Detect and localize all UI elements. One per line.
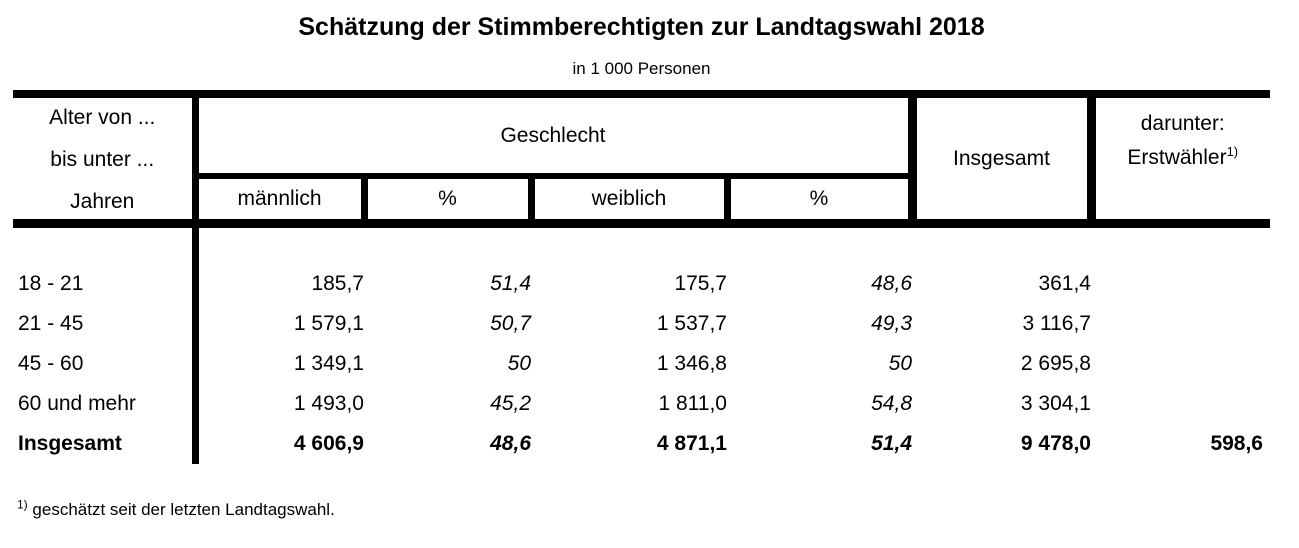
header-row-group: Alter von ... bis unter ... Jahren Gesch… <box>13 94 1270 228</box>
footnote-marker: 1) <box>1226 143 1239 159</box>
age-cell: Insgesamt <box>13 423 199 464</box>
erstwaehler-cell: 598,6 <box>1210 431 1263 455</box>
voters-estimate-table: Alter von ... bis unter ... Jahren Gesch… <box>13 90 1270 464</box>
male-pct-cell: 50 <box>507 351 531 375</box>
header-age-line3: Jahren <box>70 190 135 213</box>
header-erstwaehler-label: Erstwähler <box>1127 145 1227 169</box>
female-cell: 4 871,1 <box>656 431 727 455</box>
page-subtitle: in 1 000 Personen <box>572 59 711 78</box>
footnote-sup: 1) <box>17 497 28 512</box>
header-age-line1: Alter von ... <box>49 106 156 129</box>
header-row-sub: männlich % weiblich % <box>13 176 1270 229</box>
header-age-line2: bis unter ... <box>50 148 155 171</box>
total-cell: 3 116,7 <box>1022 311 1091 335</box>
female-pct-cell: 48,6 <box>871 271 912 295</box>
erstwaehler-cell <box>1091 264 1270 304</box>
female-pct-cell: 54,8 <box>871 391 912 415</box>
table-header: Alter von ... bis unter ... Jahren Gesch… <box>13 94 1270 229</box>
male-pct-cell: 50,7 <box>490 311 531 335</box>
male-cell: 1 579,1 <box>293 311 364 335</box>
header-maennlich: männlich <box>195 176 368 229</box>
erstwaehler-cell <box>1091 384 1270 424</box>
header-geschlecht-group: Geschlecht <box>195 94 917 180</box>
erstwaehler-cell <box>1091 344 1270 384</box>
table-body: 18 - 21 185,7 51,4 175,7 48,6 361,4 21 -… <box>13 223 1270 464</box>
header-weiblich: weiblich <box>531 176 731 229</box>
female-pct-cell: 50 <box>888 351 912 375</box>
female-pct-cell: 49,3 <box>871 311 912 335</box>
footnote: 1) geschätzt seit der letzten Landtagswa… <box>17 497 335 520</box>
header-insgesamt: Insgesamt <box>907 94 1096 228</box>
female-cell: 175,7 <box>674 271 727 295</box>
table-row: 18 - 21 185,7 51,4 175,7 48,6 361,4 <box>13 263 1270 304</box>
total-cell: 2 695,8 <box>1020 351 1091 375</box>
male-pct-cell: 48,6 <box>490 431 531 455</box>
header-age-column: Alter von ... bis unter ... Jahren <box>13 94 199 228</box>
table-row: 60 und mehr 1 493,0 45,2 1 811,0 54,8 3 … <box>13 383 1270 424</box>
age-cell: 45 - 60 <box>13 343 199 384</box>
total-row: Insgesamt 4 606,9 48,6 4 871,1 51,4 9 47… <box>13 423 1270 464</box>
female-cell: 1 537,7 <box>656 311 727 335</box>
age-cell: 21 - 45 <box>13 303 199 344</box>
male-cell: 1 349,1 <box>293 351 364 375</box>
female-cell: 1 346,8 <box>656 351 727 375</box>
male-cell: 1 493,0 <box>293 391 364 415</box>
header-maennlich-percent: % <box>364 176 535 229</box>
age-cell: 60 und mehr <box>13 383 199 424</box>
spacer-row <box>13 223 1270 264</box>
table-row: 21 - 45 1 579,1 50,7 1 537,7 49,3 3 116,… <box>13 303 1270 344</box>
male-pct-cell: 51,4 <box>490 271 531 295</box>
total-cell: 9 478,0 <box>1020 431 1091 455</box>
total-cell: 361,4 <box>1038 271 1091 295</box>
header-weiblich-percent: % <box>727 176 912 229</box>
footnote-text: geschätzt seit der letzten Landtagswahl. <box>32 500 335 519</box>
spacer-cell <box>13 223 199 264</box>
erstwaehler-cell <box>1091 304 1270 344</box>
page-title: Schätzung der Stimmberechtigten zur Land… <box>298 13 985 41</box>
header-darunter-label: darunter: <box>1140 112 1225 135</box>
male-pct-cell: 45,2 <box>490 391 531 415</box>
male-cell: 185,7 <box>311 271 364 295</box>
table-row: 45 - 60 1 349,1 50 1 346,8 50 2 695,8 <box>13 343 1270 384</box>
male-cell: 4 606,9 <box>293 431 364 455</box>
total-cell: 3 304,1 <box>1020 391 1091 415</box>
female-pct-cell: 51,4 <box>871 431 912 455</box>
female-cell: 1 811,0 <box>658 391 727 415</box>
age-cell: 18 - 21 <box>13 263 199 304</box>
header-erstwaehler: darunter: Erstwähler1) <box>1091 94 1270 228</box>
